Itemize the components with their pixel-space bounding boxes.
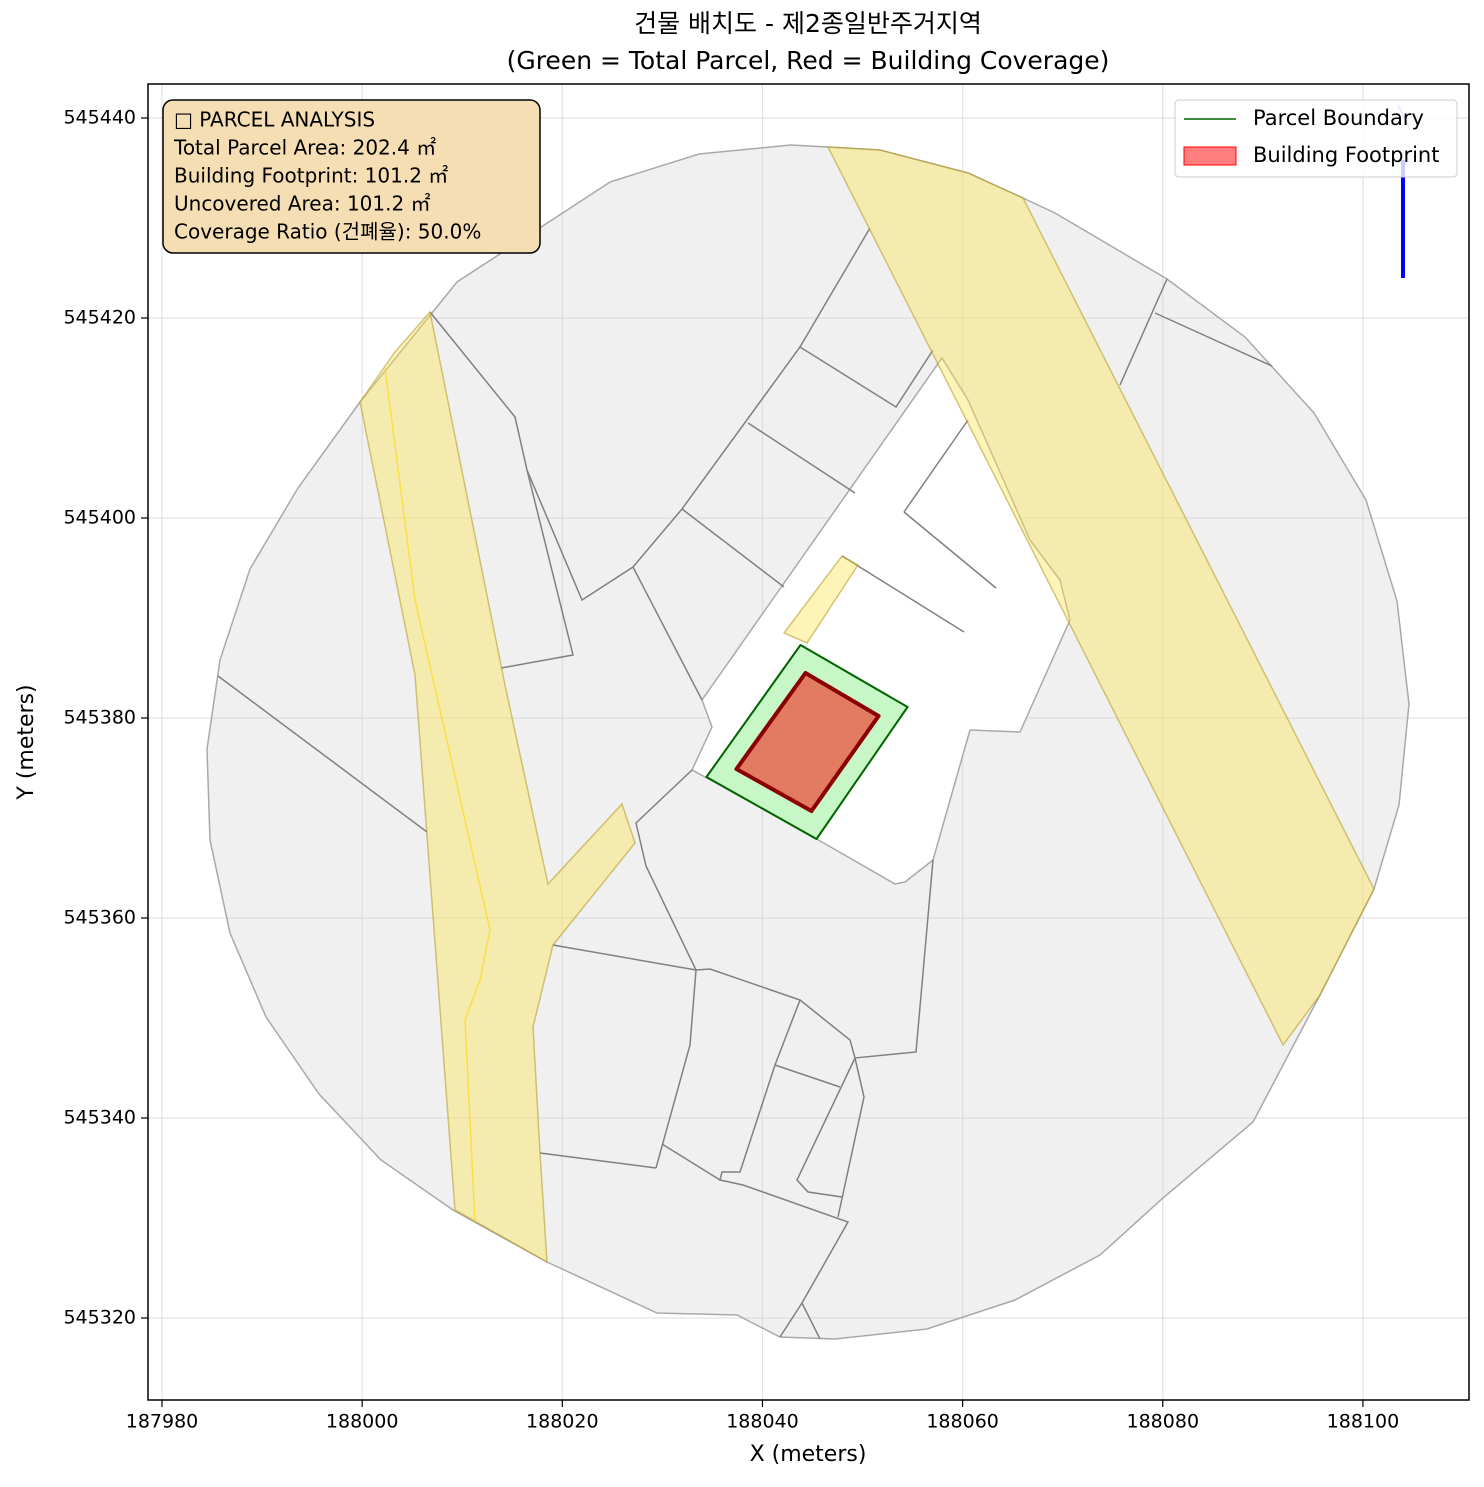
y-tick-label: 545400 bbox=[63, 507, 136, 529]
y-tick-label: 545420 bbox=[63, 307, 136, 329]
y-tick-label: 545440 bbox=[63, 107, 136, 129]
x-tick-label: 187980 bbox=[126, 1411, 199, 1433]
legend-label: Building Footprint bbox=[1253, 143, 1439, 167]
info-line: Coverage Ratio (건폐율): 50.0% bbox=[174, 220, 481, 244]
y-tick-label: 545360 bbox=[63, 907, 136, 929]
chart-title: (Green = Total Parcel, Red = Building Co… bbox=[507, 46, 1110, 75]
y-tick-label: 545320 bbox=[63, 1307, 136, 1329]
legend: Parcel Boundary Building Footprint bbox=[1174, 99, 1458, 178]
x-tick-label: 188000 bbox=[326, 1411, 399, 1433]
ticks: 187980 188000 188020 188040 188060 188080 1881… bbox=[63, 107, 1399, 1433]
legend-swatch bbox=[1183, 146, 1237, 166]
road-centerline bbox=[384, 367, 491, 1223]
x-axis-label: X (meters) bbox=[750, 1442, 867, 1467]
info-line: Total Parcel Area: 202.4 ㎡ bbox=[173, 136, 436, 160]
info-text: □ PARCEL ANALYSIS Total Parcel Area: 202.… bbox=[173, 108, 481, 244]
info-box-frame bbox=[162, 99, 541, 254]
x-tick-label: 188060 bbox=[926, 1411, 999, 1433]
info-line: Building Footprint: 101.2 ㎡ bbox=[174, 164, 448, 188]
building-polygon bbox=[734, 671, 881, 813]
y-tick-label: 545340 bbox=[63, 1107, 136, 1129]
x-tick-label: 188100 bbox=[1327, 1411, 1400, 1433]
x-tick-label: 188040 bbox=[726, 1411, 799, 1433]
legend-label: Parcel Boundary bbox=[1253, 106, 1424, 130]
info-line: Uncovered Area: 101.2 ㎡ bbox=[174, 192, 431, 216]
y-tick-label: 545380 bbox=[63, 707, 136, 729]
axes-frame bbox=[147, 83, 1470, 1401]
x-tick-label: 188080 bbox=[1127, 1411, 1200, 1433]
info-line: □ PARCEL ANALYSIS bbox=[174, 108, 375, 132]
info-box: □ PARCEL ANALYSIS Total Parcel Area: 202.… bbox=[162, 99, 541, 254]
parcel-lines bbox=[217, 227, 1273, 1340]
plot-data bbox=[705, 644, 909, 840]
roads bbox=[359, 146, 1375, 1264]
x-tick-label: 188020 bbox=[526, 1411, 599, 1433]
legend-frame bbox=[1174, 99, 1458, 178]
chart-title: 건물 배치도 - 제2종일반주거지역 bbox=[634, 9, 982, 38]
y-axis-label: Y (meters) bbox=[14, 684, 39, 800]
